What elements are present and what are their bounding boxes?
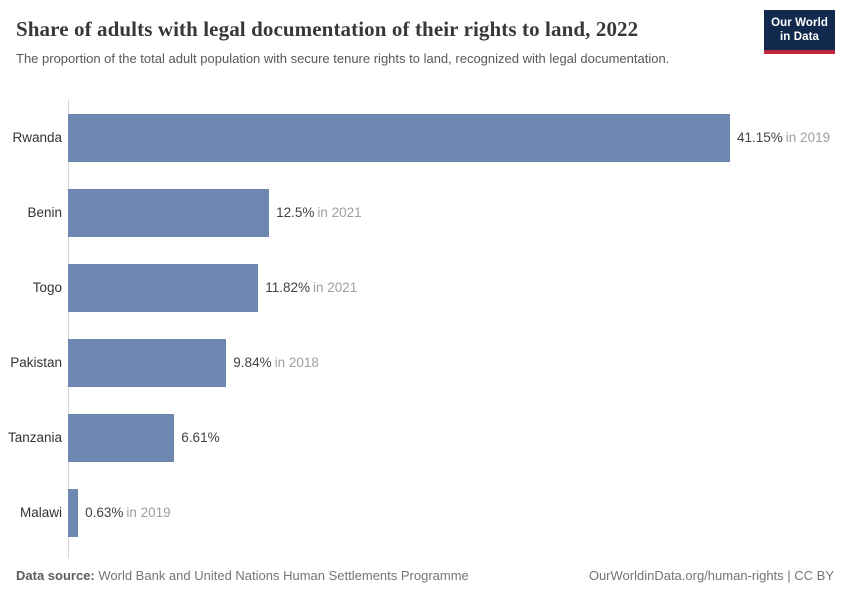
value-text: 41.15% [737,130,783,145]
category-label: Togo [32,280,62,295]
category-label: Pakistan [10,355,62,370]
data-source-value: World Bank and United Nations Human Sett… [94,568,469,583]
value-label: 6.61% [181,430,222,445]
category-label: Benin [27,205,62,220]
value-text: 12.5% [276,205,315,220]
bar-row-togo: Togo 11.82% in 2021 [0,250,850,325]
category-label: Tanzania [7,430,62,445]
credit-text: OurWorldinData.org/human-rights | CC BY [588,568,834,583]
value-label: 12.5% in 2021 [276,205,362,220]
owid-logo: Our World in Data [764,10,835,54]
bar-track: 6.61% [68,413,850,462]
category-label: Malawi [19,505,62,520]
bar-track: 41.15% in 2019 [68,113,850,162]
bar-tanzania [68,413,175,462]
bar-track: 9.84% in 2018 [68,338,850,387]
bar-track: 11.82% in 2021 [68,263,850,312]
bar-row-benin: Benin 12.5% in 2021 [0,175,850,250]
bar-benin [68,188,270,237]
bar-track: 0.63% in 2019 [68,488,850,537]
value-year-text: in 2021 [317,205,362,220]
value-year-text: in 2019 [126,505,171,520]
owid-logo-line2: in Data [780,31,820,44]
chart-title: Share of adults with legal documentation… [16,17,639,41]
value-year-text: in 2018 [274,355,319,370]
owid-logo-line1: Our World [771,17,828,29]
value-year-text: in 2019 [785,130,831,145]
bar-row-tanzania: Tanzania 6.61% [0,400,850,475]
bar-pakistan [68,338,227,387]
bar-row-rwanda: Rwanda 41.15% in 2019 [0,100,850,175]
category-label: Rwanda [12,130,62,145]
value-label: 41.15% in 2019 [737,130,830,145]
chart-subtitle: The proportion of the total adult popula… [16,51,670,66]
chart-footer: Data source: World Bank and United Natio… [16,568,834,583]
bar-chart: Rwanda 41.15% in 2019 Benin 12.5% in 2021 … [0,100,850,558]
value-text: 9.84% [233,355,272,370]
value-year-text: in 2021 [312,280,358,295]
value-label: 11.82% in 2021 [265,280,357,295]
value-text: 0.63% [85,505,124,520]
bar-row-malawi: Malawi 0.63% in 2019 [0,475,850,550]
bar-track: 12.5% in 2021 [68,188,850,237]
value-text: 11.82% [265,280,310,295]
data-source: Data source: World Bank and United Natio… [16,568,469,583]
y-axis-line [68,100,69,558]
bar-rwanda [68,113,730,162]
value-label: 0.63% in 2019 [85,505,171,520]
bar-togo [68,263,259,312]
value-label: 9.84% in 2018 [233,355,319,370]
bar-malawi [68,488,79,537]
value-text: 6.61% [181,430,220,445]
bar-row-pakistan: Pakistan 9.84% in 2018 [0,325,850,400]
data-source-label: Data source: [16,568,95,583]
